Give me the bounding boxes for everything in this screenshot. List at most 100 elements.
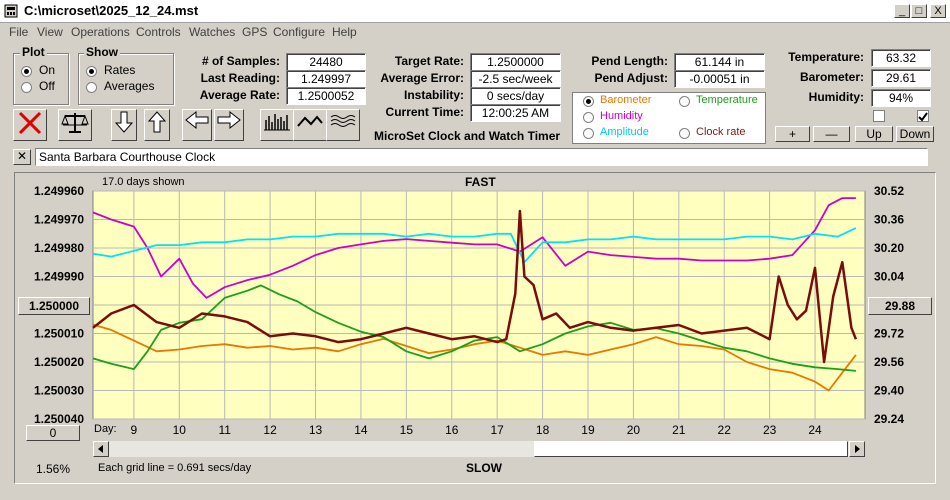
arrow-down-button[interactable]: [111, 109, 137, 141]
y-right-tick-label: 30.20: [874, 241, 904, 255]
left-center-button[interactable]: 1.250000: [18, 297, 90, 315]
show-rates-radio[interactable]: [86, 66, 97, 77]
wave-view-button[interactable]: [326, 109, 360, 141]
y-right-tick-label: 30.04: [874, 270, 904, 284]
clock-name-field[interactable]: Santa Barbara Courthouse Clock: [35, 148, 928, 166]
scroll-right-icon: [855, 445, 860, 453]
menu-watches[interactable]: Watches: [189, 25, 236, 39]
clock-rate-option-label: Clock rate: [696, 126, 746, 138]
arrow-up-button[interactable]: [144, 109, 170, 141]
bar-graph-icon: [264, 114, 290, 131]
days-shown-label: 17.0 days shown: [102, 176, 185, 188]
menu-help[interactable]: Help: [332, 25, 357, 39]
menu-operations[interactable]: Operations: [71, 25, 130, 39]
plot-off-label: Off: [39, 79, 55, 93]
minus-button[interactable]: —: [813, 126, 850, 142]
scroll-right-button[interactable]: [849, 441, 865, 457]
minimize-button[interactable]: _: [894, 4, 910, 18]
temperature-option-label: Temperature: [696, 94, 758, 106]
up-button[interactable]: Up: [855, 126, 893, 142]
series-line-amplitude: [92, 227, 857, 264]
x-tick-label: 14: [354, 423, 368, 437]
y-right-tick-label: 29.24: [874, 412, 904, 426]
maximize-button[interactable]: □: [911, 4, 927, 18]
grid: [93, 190, 865, 420]
bars-view-button[interactable]: [260, 109, 294, 141]
plot-on-label: On: [39, 63, 56, 77]
barometer-field: 29.61: [871, 69, 931, 87]
balance-button[interactable]: [58, 109, 92, 141]
y-right-tick-label: 29.72: [874, 327, 904, 341]
last-reading-label: Last Reading:: [200, 71, 280, 85]
arrow-left-icon: [185, 110, 209, 130]
scroll-thumb[interactable]: [534, 441, 848, 457]
temperature-radio[interactable]: [679, 96, 690, 107]
grid-note: Each grid line = 0.691 secs/day: [98, 462, 252, 474]
day-axis-label: Day:: [94, 423, 117, 435]
sensor-select-group: [572, 92, 766, 144]
barometer-label: Barometer:: [799, 70, 864, 84]
plus-button[interactable]: +: [775, 126, 810, 142]
close-window-button[interactable]: X: [930, 4, 946, 18]
down-button[interactable]: Down: [896, 126, 934, 142]
show-averages-radio[interactable]: [86, 82, 97, 93]
x-tick-label: 20: [627, 423, 641, 437]
window-title: C:\microset\2025_12_24.mst: [24, 3, 199, 18]
slow-label: SLOW: [466, 461, 502, 475]
y-left-tick-label: 1.250020: [34, 355, 84, 369]
wave-icon: [330, 115, 356, 127]
x-tick-label: 9: [131, 423, 138, 437]
humidity-radio[interactable]: [583, 112, 594, 123]
show-rates-label: Rates: [104, 63, 136, 77]
average-rate-label: Average Rate:: [199, 88, 280, 102]
plot-off-radio[interactable]: [21, 82, 32, 93]
menu-view[interactable]: View: [37, 25, 63, 39]
x-tick-label: 16: [445, 423, 459, 437]
checkbox-1[interactable]: [873, 110, 885, 122]
average-error-label: Average Error:: [380, 71, 464, 85]
temperature-label: Temperature:: [788, 50, 864, 64]
bottom-left-button[interactable]: 0: [26, 425, 80, 441]
y-right-tick-label: 30.36: [874, 213, 904, 227]
clock-rate-radio[interactable]: [679, 128, 690, 139]
barometer-radio[interactable]: [583, 96, 594, 107]
menu-configure[interactable]: Configure: [273, 25, 326, 39]
percent-label: 1.56%: [36, 462, 71, 476]
humidity-field: 94%: [871, 89, 931, 107]
line-graph-icon: [297, 115, 323, 127]
title-bar: C:\microset\2025_12_24.mst _ □ X: [0, 0, 950, 23]
x-tick-label: 11: [218, 423, 231, 437]
series-line-humidity: [92, 197, 856, 299]
samples-label: # of Samples:: [201, 54, 280, 68]
menu-gps[interactable]: GPS: [242, 25, 268, 39]
menu-file[interactable]: File: [9, 25, 29, 39]
temperature-field: 63.32: [871, 49, 931, 67]
arrow-left-button[interactable]: [182, 109, 212, 141]
y-left-tick-label: 1.250040: [34, 412, 84, 426]
arrow-right-button[interactable]: [214, 109, 244, 141]
plot-on-radio[interactable]: [21, 66, 32, 77]
amplitude-radio[interactable]: [583, 128, 594, 139]
red-x-icon: [18, 111, 42, 135]
close-name-button[interactable]: ✕: [13, 149, 31, 165]
clear-button[interactable]: [13, 109, 47, 141]
scroll-left-icon: [98, 445, 103, 453]
current-time-label: Current Time:: [385, 105, 464, 119]
y-left-tick-label: 1.249970: [34, 213, 84, 227]
right-center-button[interactable]: 29.88: [868, 297, 932, 315]
samples-field: 24480: [286, 53, 366, 71]
amplitude-option-label: Amplitude: [600, 126, 649, 138]
checkbox-2[interactable]: [917, 110, 929, 122]
app-caption: MicroSet Clock and Watch Timer: [374, 129, 561, 143]
x-tick-labels: 9 10 11 12 13 14 15 16 17 18 19 20 21 22 23 24: [131, 423, 823, 437]
x-tick-label: 12: [263, 423, 277, 437]
line-view-button[interactable]: [293, 109, 327, 141]
x-tick-label: 10: [173, 423, 187, 437]
menu-bar: File View Operations Controls Watches GP…: [0, 22, 950, 42]
scroll-left-button[interactable]: [93, 441, 109, 457]
menu-controls[interactable]: Controls: [136, 25, 181, 39]
x-tick-label: 21: [672, 423, 686, 437]
y-left-tick-label: 1.249960: [34, 184, 84, 198]
fast-label: FAST: [465, 175, 496, 189]
